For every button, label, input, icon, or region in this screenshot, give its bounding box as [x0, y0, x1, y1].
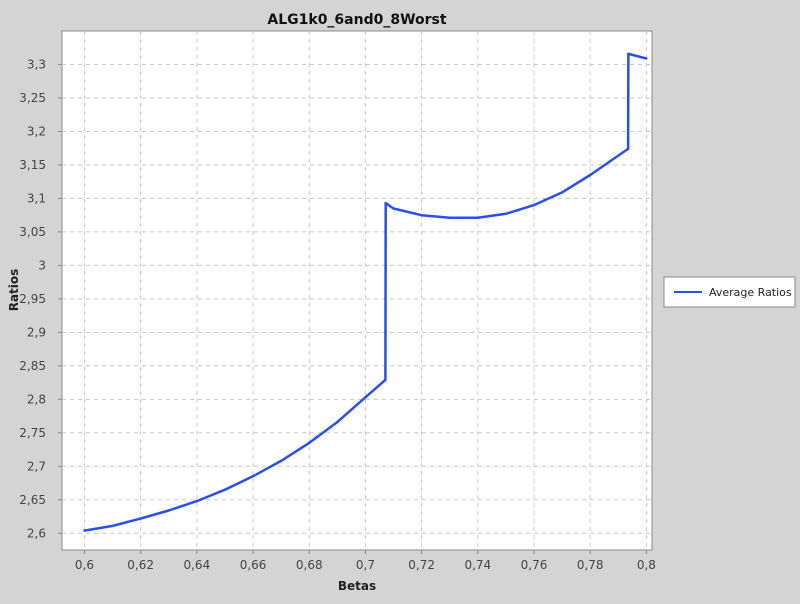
y-tick-label: 2,85: [19, 359, 46, 373]
x-tick-label: 0,74: [464, 558, 491, 572]
grid-layer: [62, 31, 652, 550]
data-point: [111, 524, 114, 528]
y-tick-label: 2,8: [27, 392, 46, 406]
y-tick-label: 2,9: [27, 325, 46, 339]
y-tick-label: 3,2: [27, 124, 46, 138]
x-tick-label: 0,6: [75, 558, 94, 572]
y-tick-label: 2,7: [27, 459, 46, 473]
data-point: [83, 529, 86, 532]
data-point: [223, 488, 227, 491]
y-tick-label: 2,6: [27, 526, 46, 540]
x-tick-label: 0,66: [240, 558, 267, 572]
series-layer: [83, 52, 648, 532]
y-tick-label: 2,65: [19, 493, 46, 507]
x-axis-title: Betas: [338, 579, 376, 593]
data-point: [279, 459, 283, 463]
y-tick-label: 3: [38, 258, 46, 272]
data-point: [364, 396, 367, 399]
y-tick-label: 3,3: [27, 57, 46, 71]
plot-area: [61, 30, 653, 551]
y-tick-label: 2,95: [19, 292, 46, 306]
data-point: [476, 216, 480, 220]
data-point: [384, 201, 387, 205]
y-tick-label: 2,75: [19, 426, 46, 440]
x-tick-label: 0,78: [577, 558, 604, 572]
legend-label: Average Ratios: [709, 286, 792, 299]
data-point: [308, 441, 311, 445]
data-point: [195, 499, 199, 503]
x-tick-label: 0,64: [183, 558, 210, 572]
data-point: [504, 212, 508, 216]
data-point: [420, 213, 423, 217]
x-tick-label: 0,68: [296, 558, 323, 572]
data-point: [532, 203, 536, 207]
data-point: [626, 147, 630, 151]
x-tick-label: 0,72: [408, 558, 435, 572]
data-point: [392, 207, 395, 210]
data-point: [336, 420, 339, 424]
x-tick-label: 0,7: [356, 558, 375, 572]
axis-layer: 0,6 0,62 0,64 0,66 0,68 0,7 0,72 0,74 0,76 0,78 0,…: [19, 57, 656, 572]
x-tick-label: 0,8: [637, 558, 656, 572]
data-point: [167, 509, 170, 512]
chart-title: ALG1k0_6and0_8Worst: [267, 12, 446, 28]
y-tick-label: 3,1: [27, 191, 46, 205]
data-point: [645, 57, 648, 60]
series-line: [84, 52, 647, 532]
data-point: [627, 52, 630, 55]
y-tick-label: 3,05: [19, 225, 46, 239]
data-point: [588, 173, 592, 177]
y-axis-title: Ratios: [7, 269, 21, 312]
data-point: [448, 216, 451, 220]
x-tick-label: 0,62: [127, 558, 154, 572]
data-point: [560, 191, 564, 194]
y-tick-label: 3,15: [19, 158, 46, 172]
data-point: [384, 378, 387, 382]
data-point: [139, 517, 142, 520]
y-tick-label: 3,25: [19, 91, 46, 105]
data-point: [251, 475, 255, 478]
x-tick-label: 0,76: [521, 558, 548, 572]
legend: Average Ratios: [663, 276, 796, 308]
